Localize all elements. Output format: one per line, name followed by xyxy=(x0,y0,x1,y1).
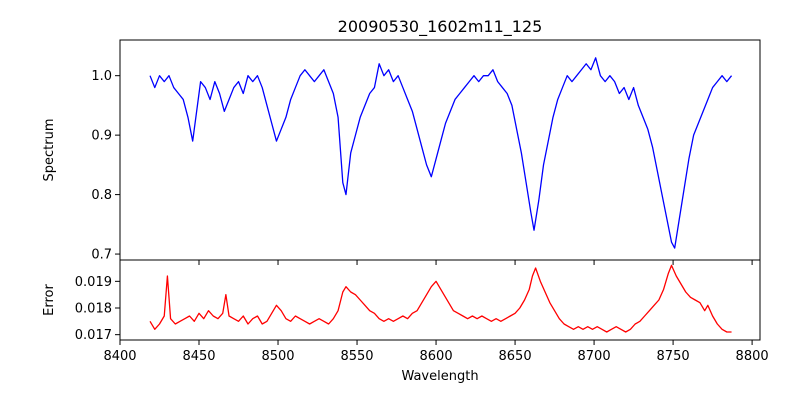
spectrum-line-0 xyxy=(149,57,733,249)
error-y-tick-label: 0.018 xyxy=(75,302,112,317)
error-line-0 xyxy=(149,264,732,333)
error-series-group xyxy=(149,264,732,333)
x-tick-label: 8400 xyxy=(103,349,136,364)
spectrum-y-tick-label: 0.8 xyxy=(91,188,112,203)
x-tick-label: 8800 xyxy=(736,349,769,364)
chart-title: 20090530_1602m11_125 xyxy=(338,17,543,37)
x-tick-label: 8700 xyxy=(578,349,611,364)
spectrum-y-ticks: 0.7 0.8 0.9 1.0 xyxy=(91,69,120,263)
spectrum-y-tick-label: 0.9 xyxy=(91,129,112,144)
x-axis-ticks: 8400 8450 8500 8550 8600 8650 8700 8750 8800 xyxy=(103,340,769,364)
spectrum-x-tick-marks xyxy=(119,260,753,265)
x-tick-label: 8500 xyxy=(261,349,294,364)
spectrum-y-axis-label: Spectrum xyxy=(42,119,57,182)
spectrum-panel-frame xyxy=(119,39,761,261)
error-panel-frame xyxy=(119,259,761,341)
error-panel: 0.017 0.018 0.019 8400 8450 8500 8550 8600 8650… xyxy=(42,259,769,364)
spectrum-panel: 0.7 0.8 0.9 1.0 Spectrum xyxy=(42,39,761,265)
x-axis-label: Wavelength xyxy=(401,369,478,384)
spectrum-y-tick-label: 1.0 xyxy=(91,69,112,84)
error-y-tick-label: 0.019 xyxy=(75,275,112,290)
x-tick-label: 8750 xyxy=(657,349,690,364)
spectrum-series-group xyxy=(149,57,733,249)
x-tick-label: 8650 xyxy=(499,349,532,364)
error-y-ticks: 0.017 0.018 0.019 xyxy=(75,275,120,343)
x-tick-label: 8550 xyxy=(340,349,373,364)
spectrum-y-tick-label: 0.7 xyxy=(91,248,112,263)
x-tick-label: 8600 xyxy=(420,349,453,364)
error-y-axis-label: Error xyxy=(42,284,57,316)
x-tick-label: 8450 xyxy=(182,349,215,364)
error-y-tick-label: 0.017 xyxy=(75,328,112,343)
